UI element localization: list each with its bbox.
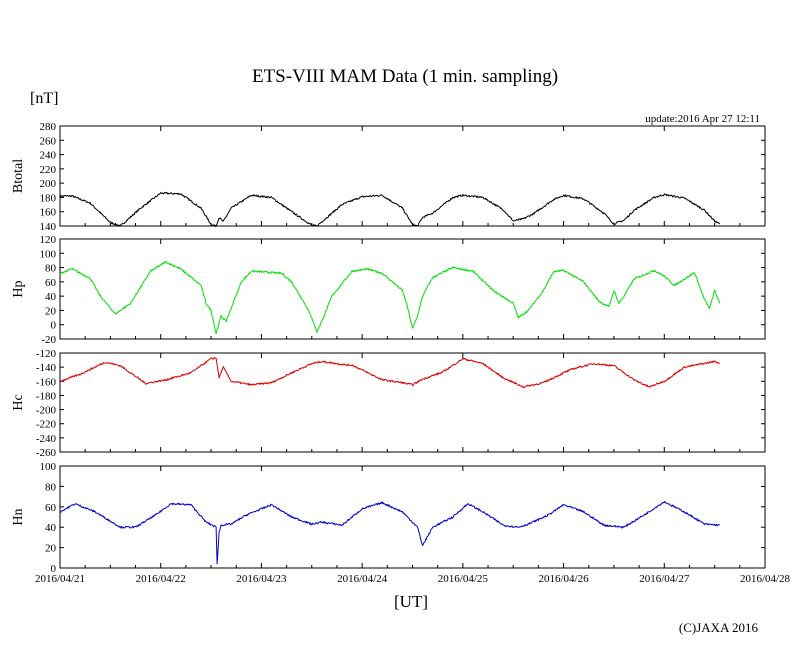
y-tick-label: 100 [40, 248, 57, 260]
y-tick-label: 180 [40, 192, 57, 204]
y-tick-label: -220 [36, 419, 57, 431]
unit-label: [nT] [30, 90, 59, 107]
x-tick-label: 2016/04/28 [740, 573, 791, 585]
y-tick-label: 40 [45, 291, 57, 303]
x-tick-label: 2016/04/24 [337, 573, 388, 585]
y-tick-label: -200 [36, 405, 57, 417]
x-axis-label: [UT] [394, 592, 428, 611]
y-tick-label: 260 [40, 135, 57, 147]
x-tick-label: 2016/04/23 [236, 573, 287, 585]
y-tick-label: 100 [40, 461, 57, 473]
panel-frame-Btotal [59, 125, 766, 227]
y-tick-label: 0 [51, 563, 57, 575]
x-tick-label: 2016/04/25 [438, 573, 489, 585]
y-tick-label: 240 [40, 150, 57, 162]
y-tick-label: 40 [45, 522, 57, 534]
series-line-Btotal [59, 191, 721, 228]
y-tick-label: -120 [36, 348, 57, 360]
x-tick-label: 2016/04/22 [136, 573, 186, 585]
y-tick-label: -140 [36, 362, 57, 374]
y-tick-label: 220 [40, 164, 57, 176]
y-tick-label: 20 [45, 305, 57, 317]
y-tick-label: 160 [40, 207, 57, 219]
x-tick-label: 2016/04/21 [35, 573, 85, 585]
y-tick-label: -20 [41, 334, 56, 346]
y-tick-label: -160 [36, 376, 57, 388]
y-tick-label: -260 [36, 447, 57, 459]
y-tick-label: 20 [45, 543, 57, 555]
y-tick-label: 200 [40, 178, 57, 190]
series-line-Hn [59, 500, 721, 565]
panel-ylabel-Hn: Hn [11, 508, 26, 525]
y-tick-label: 60 [45, 277, 57, 289]
y-tick-label: 80 [45, 263, 57, 275]
y-tick-label: 60 [45, 502, 57, 514]
panel-ylabel-Hc: Hc [11, 394, 26, 410]
panel-frame-Hc [59, 352, 766, 453]
copyright-credit: (C)JAXA 2016 [678, 620, 758, 635]
y-tick-label: 120 [40, 234, 57, 246]
y-tick-label: -240 [36, 433, 57, 445]
panel-ylabel-Hp: Hp [11, 280, 26, 297]
y-tick-label: 140 [40, 221, 57, 233]
panel-frame-Hp [59, 238, 766, 340]
x-tick-label: 2016/04/26 [539, 573, 590, 585]
y-tick-label: 280 [40, 121, 57, 133]
panel-ylabel-Btotal: Btotal [11, 159, 26, 193]
y-tick-label: -180 [36, 390, 57, 402]
y-tick-label: 80 [45, 481, 57, 493]
update-timestamp: update:2016 Apr 27 12:11 [645, 113, 760, 125]
series-line-Hp [59, 260, 721, 335]
panel-frame-Hn [59, 465, 766, 569]
chart-title: ETS-VIII MAM Data (1 min. sampling) [251, 66, 559, 87]
y-tick-label: 0 [51, 320, 57, 332]
series-line-Hc [59, 357, 720, 389]
x-tick-label: 2016/04/27 [639, 573, 690, 585]
